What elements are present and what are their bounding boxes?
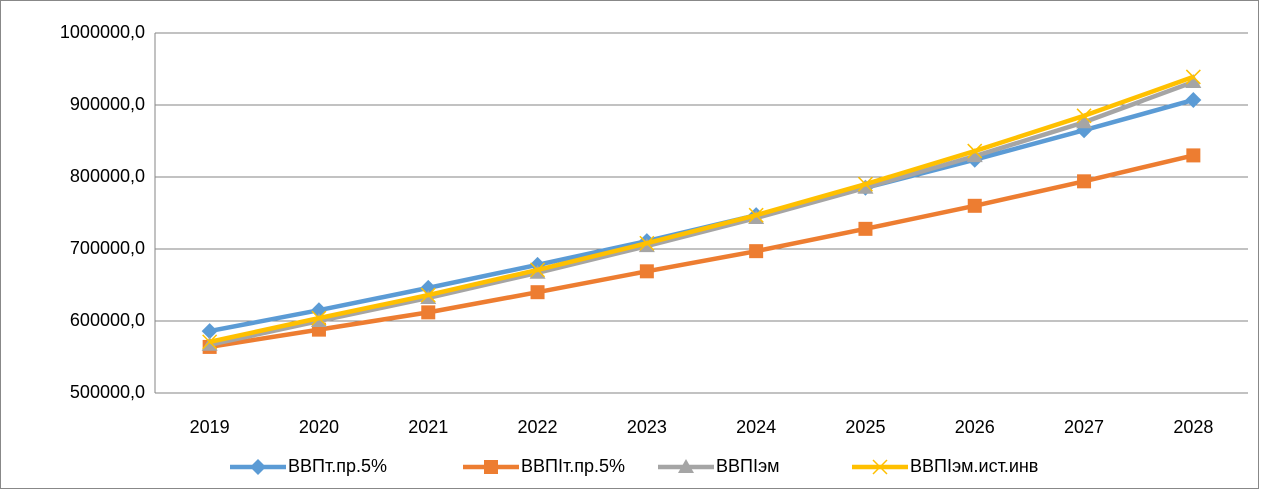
- y-tick-label: 1000000,0: [60, 22, 145, 42]
- marker: [250, 459, 266, 475]
- marker: [678, 459, 694, 473]
- marker: [1076, 114, 1093, 129]
- marker: [967, 198, 982, 213]
- marker: [1077, 174, 1092, 189]
- marker: [857, 179, 874, 194]
- marker: [530, 285, 545, 300]
- marker: [201, 323, 218, 340]
- marker: [420, 287, 436, 303]
- x-tick-label: 2028: [1173, 417, 1213, 437]
- marker: [421, 305, 436, 320]
- legend-label: ВВПт.пр.5%: [288, 456, 387, 476]
- x-tick-label: 2025: [845, 417, 885, 437]
- x-tick-label: 2020: [299, 417, 339, 437]
- marker: [1186, 148, 1201, 163]
- y-tick-label: 900000,0: [70, 94, 145, 114]
- series-line: [209, 74, 1195, 345]
- marker: [748, 207, 764, 223]
- marker: [858, 221, 873, 236]
- series-line: [209, 79, 1195, 347]
- marker: [484, 460, 498, 474]
- marker: [1076, 108, 1092, 124]
- marker: [202, 334, 218, 350]
- marker: [857, 176, 873, 192]
- x-tick-label: 2022: [518, 417, 558, 437]
- marker: [966, 148, 983, 163]
- marker: [639, 264, 654, 279]
- x-tick-label: 2026: [955, 417, 995, 437]
- y-tick-label: 800000,0: [70, 166, 145, 186]
- x-tick-label: 2019: [190, 417, 230, 437]
- marker: [1185, 91, 1202, 108]
- x-tick-label: 2021: [408, 417, 448, 437]
- marker: [967, 143, 983, 159]
- marker: [872, 459, 888, 475]
- y-tick-label: 600000,0: [70, 310, 145, 330]
- marker: [1185, 73, 1202, 88]
- marker: [1185, 69, 1201, 85]
- marker: [639, 235, 655, 251]
- y-tick-label: 500000,0: [70, 382, 145, 402]
- series-line: [209, 153, 1194, 350]
- marker: [530, 262, 546, 278]
- marker: [201, 336, 218, 351]
- legend-label: ВВПIт.пр.5%: [521, 456, 625, 476]
- x-tick-label: 2024: [736, 417, 776, 437]
- legend-label: ВВПIэм: [716, 456, 780, 476]
- legend-label: ВВПIэм.ист.инв: [910, 456, 1038, 476]
- y-tick-label: 700000,0: [70, 238, 145, 258]
- x-tick-label: 2023: [627, 417, 667, 437]
- marker: [749, 244, 764, 259]
- marker: [311, 310, 327, 326]
- x-tick-label: 2027: [1064, 417, 1104, 437]
